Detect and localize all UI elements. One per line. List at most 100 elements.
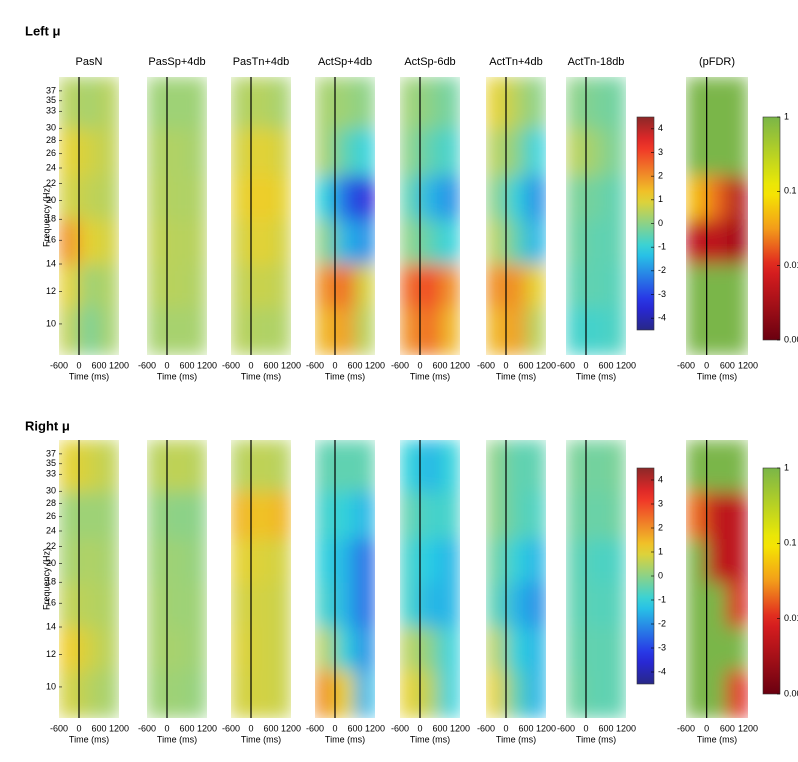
heatmap-cell	[354, 538, 375, 583]
heatmap-cell	[270, 127, 291, 177]
heatmap-cell	[250, 581, 272, 628]
panel-title: ActTn+4db	[489, 56, 543, 68]
heatmap-cell	[98, 440, 119, 492]
heatmap-cell	[166, 175, 188, 220]
y-tick-label: 12	[46, 286, 56, 296]
heatmap-cell	[166, 581, 188, 628]
y-tick-label: 22	[46, 178, 56, 188]
heatmap-cell	[439, 626, 460, 671]
heatmap-cell	[486, 127, 507, 177]
x-tick-label: 1200	[281, 360, 301, 370]
colorbar-tick-label: 0.01	[784, 613, 798, 623]
heatmap-cell	[505, 218, 527, 265]
heatmap-cell	[419, 127, 441, 177]
heatmap-cell	[419, 669, 441, 718]
heatmap-cell	[726, 490, 748, 540]
heatmap-cell	[400, 306, 421, 355]
heatmap-cell	[400, 263, 421, 308]
heatmap-cell	[147, 440, 168, 492]
heatmap-cell	[439, 581, 460, 628]
heatmap-cells	[315, 77, 375, 355]
heatmap-cell	[585, 306, 607, 355]
heatmap-cell	[250, 669, 272, 718]
x-axis-label: Time (ms)	[576, 734, 616, 744]
heatmap-cell	[59, 581, 80, 628]
x-tick-label: -600	[557, 723, 575, 733]
x-tick-label: -600	[50, 723, 68, 733]
colorbar-tick-label: 1	[658, 546, 663, 556]
x-tick-label: 600	[347, 723, 362, 733]
heatmap-cell	[59, 306, 80, 355]
heatmap-cell	[98, 77, 119, 129]
heatmap-cell	[231, 581, 252, 628]
heatmap-cell	[315, 263, 336, 308]
heatmap-cell	[147, 263, 168, 308]
heatmap-cell	[486, 218, 507, 265]
heatmap-cell	[78, 626, 100, 671]
y-tick-label: 10	[46, 318, 56, 328]
heatmap-cell	[354, 626, 375, 671]
heatmap-cell	[315, 175, 336, 220]
heatmap-cell	[726, 669, 748, 718]
heatmap-cell	[98, 581, 119, 628]
heatmap-cell	[231, 218, 252, 265]
heatmap-cell	[585, 626, 607, 671]
heatmap-cells	[486, 440, 546, 718]
heatmap-cell	[250, 77, 272, 129]
x-tick-label: 600	[263, 723, 278, 733]
heatmap-cell	[354, 218, 375, 265]
y-tick-label: 30	[46, 486, 56, 496]
heatmap-panel	[147, 77, 207, 355]
y-tick-label: 14	[46, 621, 56, 631]
x-tick-label: 0	[332, 723, 337, 733]
colorbar-tick-label: 4	[658, 474, 663, 484]
heatmap-cell	[439, 263, 460, 308]
heatmap-cells	[231, 440, 291, 718]
heatmap-cell	[585, 490, 607, 540]
heatmap-cell	[706, 77, 728, 129]
y-tick-label: 26	[46, 148, 56, 158]
x-axis-label: Time (ms)	[241, 371, 281, 381]
heatmap-cell	[315, 538, 336, 583]
heatmap-cell	[98, 218, 119, 265]
colorbar-tick-label: 4	[658, 123, 663, 133]
y-tick-label: 18	[46, 577, 56, 587]
heatmap-cell	[706, 626, 728, 671]
x-tick-label: -600	[306, 723, 324, 733]
panel-title: (pFDR)	[699, 56, 735, 68]
x-tick-label: 600	[720, 723, 735, 733]
x-tick-label: 600	[518, 360, 533, 370]
heatmap-cell	[59, 263, 80, 308]
x-tick-label: 0	[248, 723, 253, 733]
heatmap-cell	[585, 218, 607, 265]
heatmap-cell	[439, 175, 460, 220]
y-tick-label: 12	[46, 649, 56, 659]
heatmap-cell	[400, 581, 421, 628]
x-tick-label: 1200	[281, 723, 301, 733]
heatmap-cell	[147, 218, 168, 265]
heatmap-cell	[231, 626, 252, 671]
x-tick-label: -600	[222, 360, 240, 370]
x-tick-label: -600	[391, 360, 409, 370]
y-tick-label: 35	[46, 458, 56, 468]
heatmap-cell	[486, 175, 507, 220]
heatmap-cell	[505, 490, 527, 540]
heatmap-cell	[585, 669, 607, 718]
x-axis-label: Time (ms)	[69, 371, 109, 381]
heatmap-cell	[315, 490, 336, 540]
heatmap-cell	[419, 581, 441, 628]
heatmap-cell	[605, 626, 626, 671]
heatmap-cell	[59, 626, 80, 671]
heatmap-cell	[439, 218, 460, 265]
heatmap-cell	[505, 626, 527, 671]
x-axis-label: Time (ms)	[410, 371, 450, 381]
heatmap-cell	[585, 263, 607, 308]
heatmap-panel	[486, 77, 546, 355]
heatmap-cell	[78, 175, 100, 220]
x-tick-label: 600	[179, 723, 194, 733]
heatmap-cell	[439, 306, 460, 355]
heatmap-cell	[686, 626, 708, 671]
x-tick-label: 1200	[197, 723, 217, 733]
heatmap-cell	[486, 306, 507, 355]
heatmap-cell	[166, 263, 188, 308]
